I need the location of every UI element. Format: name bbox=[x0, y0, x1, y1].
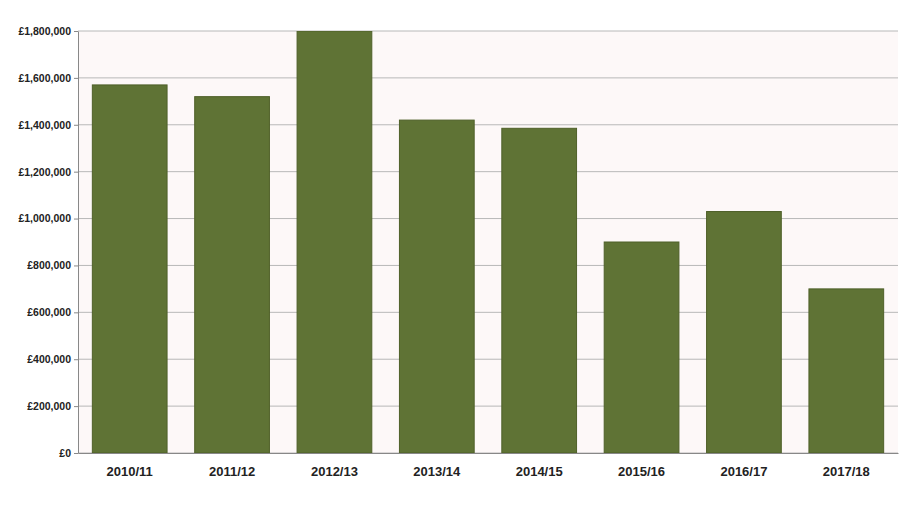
x-axis-line bbox=[79, 453, 899, 454]
bar bbox=[707, 212, 782, 453]
x-tick-label: 2012/13 bbox=[311, 464, 358, 479]
y-tick-mark bbox=[74, 453, 78, 454]
bar bbox=[195, 97, 270, 453]
y-tick-mark bbox=[74, 219, 78, 220]
x-tick: 2015/16 bbox=[618, 453, 665, 479]
y-axis: £0 £200,000 £400,000 £600,000 £800,000 £1,000… bbox=[18, 25, 78, 459]
y-tick: £1,600,000 bbox=[18, 72, 78, 84]
bar bbox=[502, 128, 577, 453]
grid-line bbox=[78, 77, 898, 78]
x-tick: 2010/11 bbox=[107, 453, 153, 479]
y-tick-mark bbox=[74, 359, 78, 360]
x-tick-label: 2011/12 bbox=[209, 464, 255, 479]
x-tick-label: 2014/15 bbox=[516, 464, 563, 479]
x-axis: 2010/11 2011/12 2012/13 2013/14 2014/15 2015/… bbox=[79, 453, 899, 479]
bar bbox=[399, 120, 474, 453]
y-tick-label: £1,800,000 bbox=[18, 25, 71, 37]
plot: £0 £200,000 £400,000 £600,000 £800,000 £1,000… bbox=[18, 25, 898, 479]
y-tick-label: £200,000 bbox=[27, 400, 71, 412]
y-tick: £400,000 bbox=[27, 353, 78, 365]
y-tick: £0 bbox=[59, 447, 78, 459]
y-tick-mark bbox=[74, 406, 78, 407]
y-tick-mark bbox=[74, 125, 78, 126]
y-axis-line bbox=[78, 32, 79, 454]
y-tick-label: £1,400,000 bbox=[18, 119, 71, 131]
y-tick-mark bbox=[74, 78, 78, 79]
bar bbox=[604, 242, 679, 453]
y-tick-mark bbox=[74, 172, 78, 173]
bar bbox=[92, 85, 167, 453]
x-tick-label: 2013/14 bbox=[413, 464, 461, 479]
x-tick: 2013/14 bbox=[413, 453, 461, 479]
x-tick: 2017/18 bbox=[823, 453, 870, 479]
x-tick-label: 2015/16 bbox=[618, 464, 665, 479]
y-tick-label: £800,000 bbox=[27, 259, 71, 271]
x-tick-label: 2010/11 bbox=[107, 464, 153, 479]
y-tick: £200,000 bbox=[27, 400, 78, 412]
x-tick: 2012/13 bbox=[311, 453, 358, 479]
y-tick-label: £1,200,000 bbox=[18, 166, 71, 178]
x-tick: 2014/15 bbox=[516, 453, 563, 479]
bars bbox=[92, 31, 883, 453]
y-tick: £1,000,000 bbox=[18, 212, 78, 224]
chart: £0 £200,000 £400,000 £600,000 £800,000 £1,000… bbox=[0, 0, 900, 506]
y-tick: £600,000 bbox=[27, 306, 78, 318]
y-tick: £1,400,000 bbox=[18, 119, 78, 131]
grid-line bbox=[78, 31, 898, 32]
y-tick-label: £400,000 bbox=[27, 353, 71, 365]
x-tick-label: 2016/17 bbox=[720, 464, 767, 479]
y-tick-mark bbox=[74, 31, 78, 32]
y-tick: £1,200,000 bbox=[18, 166, 78, 178]
bar bbox=[297, 31, 372, 453]
y-tick: £1,800,000 bbox=[18, 25, 78, 37]
y-tick-mark bbox=[74, 265, 78, 266]
y-tick-mark bbox=[74, 312, 78, 313]
y-tick-label: £600,000 bbox=[27, 306, 71, 318]
x-tick: 2011/12 bbox=[209, 453, 255, 479]
y-tick-label: £1,000,000 bbox=[18, 212, 71, 224]
y-tick-label: £1,600,000 bbox=[18, 72, 71, 84]
grid bbox=[78, 31, 898, 453]
bar bbox=[809, 289, 884, 453]
y-tick: £800,000 bbox=[27, 259, 78, 271]
x-tick-label: 2017/18 bbox=[823, 464, 870, 479]
y-tick-label: £0 bbox=[59, 447, 71, 459]
x-tick: 2016/17 bbox=[720, 453, 767, 479]
plot-background bbox=[78, 31, 898, 453]
